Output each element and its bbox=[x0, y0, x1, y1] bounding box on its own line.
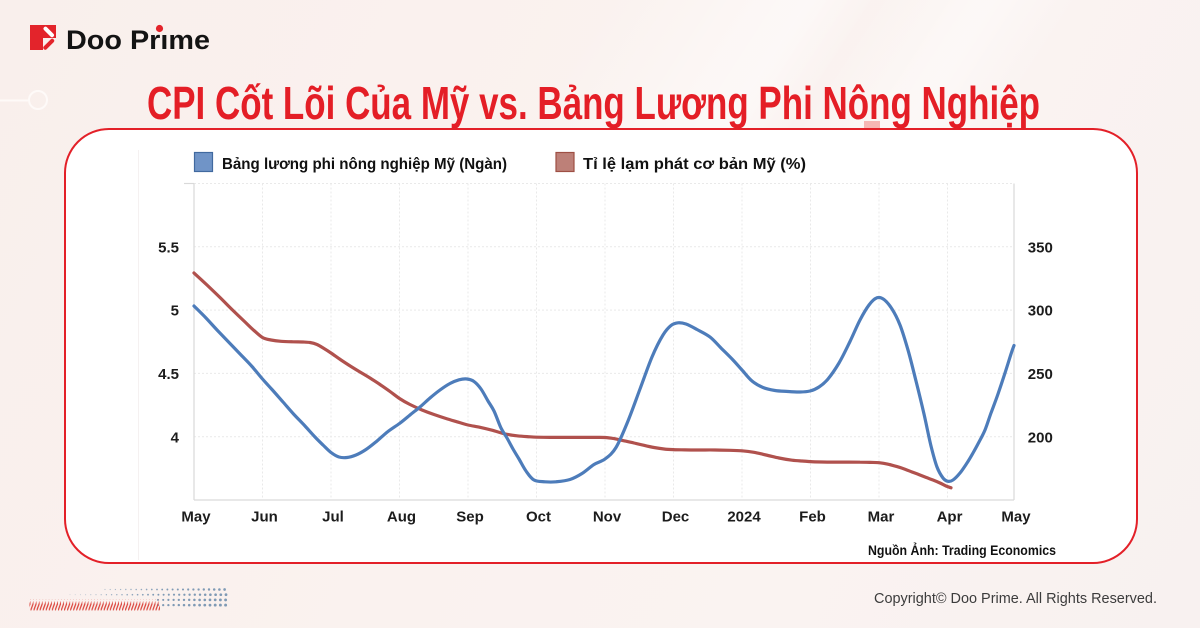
svg-text:Feb: Feb bbox=[799, 509, 826, 526]
svg-text:Apr: Apr bbox=[937, 509, 963, 526]
svg-text:Copyright© Doo Prime. All Righ: Copyright© Doo Prime. All Rights Reserve… bbox=[874, 591, 1157, 607]
svg-text:Dec: Dec bbox=[662, 509, 690, 526]
svg-text:250: 250 bbox=[1028, 366, 1053, 383]
svg-text:May: May bbox=[1001, 509, 1031, 526]
svg-text:Tỉ lệ lạm phát cơ bản Mỹ (%): Tỉ lệ lạm phát cơ bản Mỹ (%) bbox=[583, 156, 806, 173]
svg-text:May: May bbox=[181, 509, 211, 526]
svg-text:5.5: 5.5 bbox=[158, 239, 179, 256]
svg-text:300: 300 bbox=[1028, 303, 1053, 320]
svg-text:350: 350 bbox=[1028, 239, 1053, 256]
svg-text:Mar: Mar bbox=[868, 509, 895, 526]
svg-text:Nov: Nov bbox=[593, 509, 622, 526]
svg-text:Nguồn Ảnh: Trading Economics: Nguồn Ảnh: Trading Economics bbox=[868, 542, 1056, 558]
svg-text:200: 200 bbox=[1028, 429, 1053, 446]
svg-text:2024: 2024 bbox=[727, 509, 761, 526]
svg-text:CPI Cốt Lõi Của Mỹ vs. Bảng Lư: CPI Cốt Lõi Của Mỹ vs. Bảng Lương Phi Nô… bbox=[147, 77, 1040, 129]
svg-text:5: 5 bbox=[171, 303, 179, 320]
svg-text:Bảng lương phi nông nghiệp Mỹ: Bảng lương phi nông nghiệp Mỹ (Ngàn) bbox=[222, 156, 507, 173]
svg-text:Aug: Aug bbox=[387, 509, 416, 526]
svg-text:4.5: 4.5 bbox=[158, 366, 179, 383]
svg-text:Jul: Jul bbox=[322, 509, 344, 526]
svg-text:Sep: Sep bbox=[456, 509, 484, 526]
svg-text:Oct: Oct bbox=[526, 509, 551, 526]
svg-text:4: 4 bbox=[171, 429, 180, 446]
svg-text:Doo Prime: Doo Prime bbox=[66, 25, 210, 55]
svg-text:Jun: Jun bbox=[251, 509, 278, 526]
